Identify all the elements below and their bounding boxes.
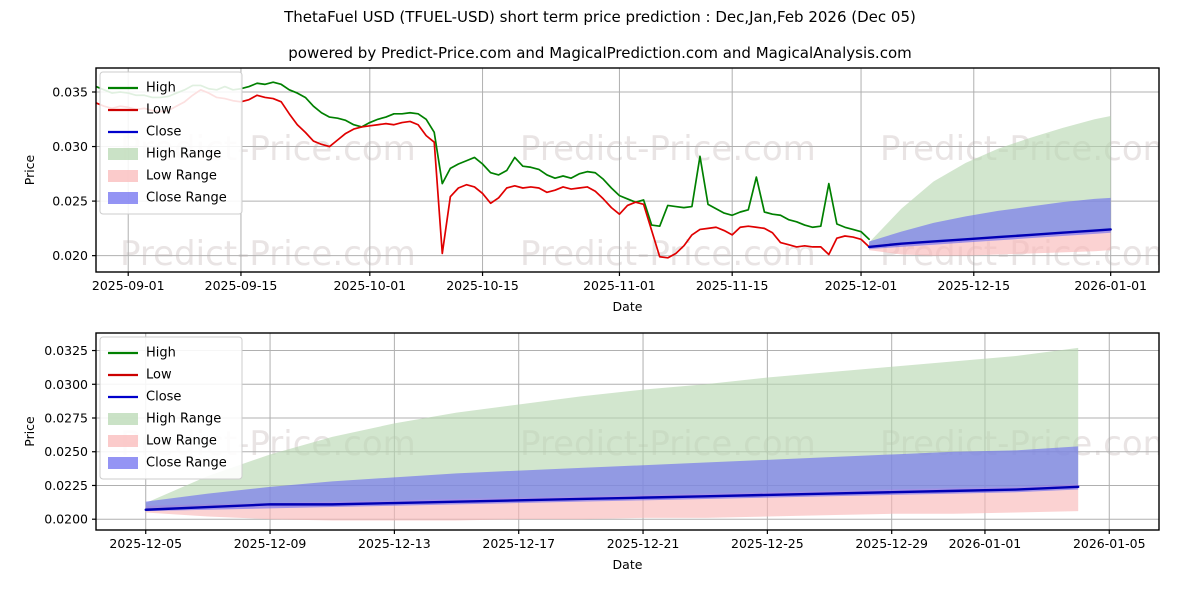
chart-panel-overview: Predict-Price.com Predict-Price.com Predic…	[0, 60, 1200, 320]
legend-item-label: Close	[146, 125, 181, 140]
data-layer	[96, 81, 1112, 259]
legend-item-label: High	[146, 346, 176, 361]
watermark-text: Predict-Price.com	[120, 234, 416, 274]
legend-item-label: Low	[146, 103, 172, 118]
legend-patch-swatch	[108, 435, 138, 447]
x-axis-ticks: 2025-12-05 2025-12-09 2025-12-13 2025-12-17…	[109, 530, 1146, 551]
x-tick-label: 2025-12-29	[855, 536, 928, 551]
x-tick-label: 2025-09-15	[205, 278, 278, 293]
legend-item-label: High Range	[146, 147, 221, 162]
legend-patch-swatch	[108, 192, 138, 204]
legend-item-close[interactable]: Close	[108, 125, 181, 140]
legend-item-label: Close Range	[146, 456, 227, 471]
axes-frame	[95, 332, 1160, 531]
legend-item-close-range[interactable]: Close Range	[108, 456, 227, 471]
y-tick-label: 0.020	[52, 248, 88, 263]
legend-patch-swatch	[108, 413, 138, 425]
legend-item-label: Low	[146, 368, 172, 383]
legend-patch-swatch	[108, 457, 138, 469]
x-tick-label: 2025-12-15	[937, 278, 1010, 293]
x-tick-label: 2026-01-05	[1073, 536, 1146, 551]
band-close-range	[145, 446, 1079, 512]
x-tick-label: 2025-10-01	[333, 278, 406, 293]
legend-item-high[interactable]: High	[108, 81, 176, 96]
legend-item-label: Low Range	[146, 169, 217, 184]
x-tick-label: 2025-12-01	[825, 278, 898, 293]
x-tick-label: 2025-12-13	[358, 536, 431, 551]
x-tick-label: 2025-10-15	[446, 278, 519, 293]
x-tick-label: 2026-01-01	[1074, 278, 1147, 293]
x-tick-label: 2025-12-25	[731, 536, 804, 551]
y-axis-title: Price	[22, 154, 37, 185]
legend-item-low-range[interactable]: Low Range	[108, 169, 217, 184]
x-tick-label: 2025-09-01	[92, 278, 165, 293]
legend-item-label: Close	[146, 390, 181, 405]
x-tick-label: 2025-11-15	[696, 278, 769, 293]
x-tick-label: 2025-12-21	[607, 536, 680, 551]
legend-item-close-range[interactable]: Close Range	[108, 191, 227, 206]
legend-item-high[interactable]: High	[108, 346, 176, 361]
chart-legend[interactable]: High Low Close High Range Low Range Close Ran…	[99, 71, 243, 215]
x-tick-label: 2025-11-01	[583, 278, 656, 293]
band-close-range	[869, 197, 1111, 250]
y-tick-label: 0.0200	[44, 512, 88, 527]
legend-item-low[interactable]: Low	[108, 103, 172, 118]
page-subtitle: powered by Predict-Price.com and Magical…	[288, 44, 912, 62]
y-tick-label: 0.0250	[44, 444, 88, 459]
x-tick-label: 2025-12-05	[109, 536, 182, 551]
legend-item-high-range[interactable]: High Range	[108, 147, 221, 162]
y-tick-label: 0.0225	[44, 478, 88, 493]
watermark-text: Predict-Price.com	[520, 234, 816, 274]
legend-patch-swatch	[108, 170, 138, 182]
legend-item-close[interactable]: Close	[108, 390, 181, 405]
y-tick-label: 0.030	[52, 139, 88, 154]
x-tick-label: 2026-01-01	[949, 536, 1022, 551]
y-tick-label: 0.0325	[44, 343, 88, 358]
y-axis-ticks: 0.020 0.025 0.030 0.035	[52, 85, 96, 263]
legend-patch-swatch	[108, 148, 138, 160]
axes-frame	[95, 67, 1160, 273]
y-axis-title: Price	[22, 416, 37, 447]
legend-item-low-range[interactable]: Low Range	[108, 434, 217, 449]
watermark-text: Predict-Price.com	[520, 129, 816, 169]
legend-item-label: High	[146, 81, 176, 96]
series-line-close	[144, 485, 1080, 511]
series-line-close	[867, 228, 1112, 249]
legend-item-low[interactable]: Low	[108, 368, 172, 383]
page-title: ThetaFuel USD (TFUEL-USD) short term pri…	[284, 8, 916, 26]
y-tick-label: 0.0300	[44, 377, 88, 392]
x-tick-label: 2025-12-17	[482, 536, 555, 551]
y-tick-label: 0.0275	[44, 411, 88, 426]
legend-item-label: High Range	[146, 412, 221, 427]
x-axis-title: Date	[613, 557, 643, 572]
overview-chart-svg: Predict-Price.com Predict-Price.com Predic…	[22, 67, 1160, 314]
y-tick-label: 0.035	[52, 85, 88, 100]
data-layer	[144, 347, 1080, 521]
y-axis-ticks: 0.0200 0.0225 0.0250 0.0275 0.0300 0.0325	[44, 343, 96, 527]
legend-item-high-range[interactable]: High Range	[108, 412, 221, 427]
watermark-layer: Predict-Price.com Predict-Price.com Predic…	[120, 129, 1159, 274]
legend-item-label: Low Range	[146, 434, 217, 449]
y-tick-label: 0.025	[52, 194, 88, 209]
x-tick-label: 2025-12-09	[234, 536, 307, 551]
chart-panel-forecast-detail: Predict-Price.com Predict-Price.com Predic…	[0, 325, 1200, 600]
x-axis-ticks: 2025-09-01 2025-09-15 2025-10-01 2025-10-15…	[92, 272, 1147, 293]
chart-legend[interactable]: High Low Close High Range Low Range Close Ran…	[99, 336, 243, 480]
legend-item-label: Close Range	[146, 191, 227, 206]
x-axis-title: Date	[613, 299, 643, 314]
